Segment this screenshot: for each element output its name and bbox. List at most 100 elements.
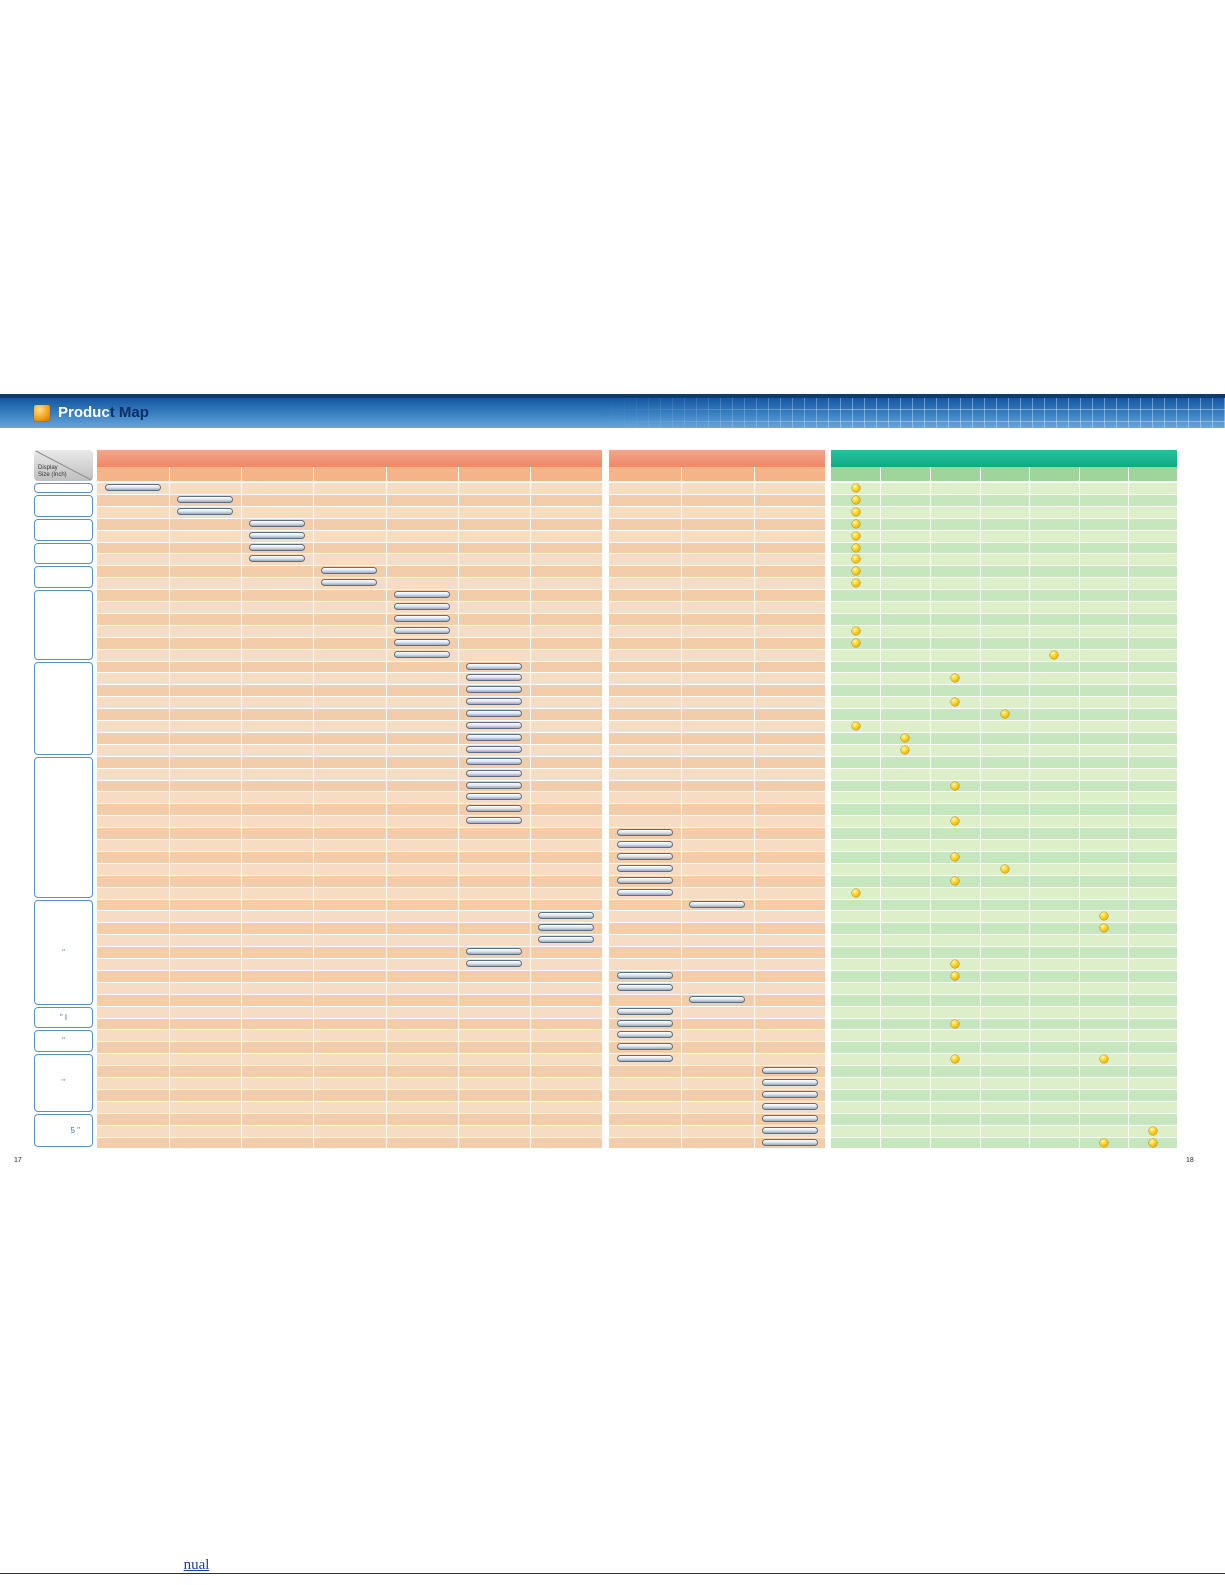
table-row bbox=[831, 649, 1177, 661]
row-divider bbox=[831, 1018, 1177, 1019]
row-divider bbox=[831, 684, 1177, 685]
model-pill[interactable] bbox=[617, 877, 673, 884]
model-pill[interactable] bbox=[466, 698, 522, 705]
row-divider bbox=[97, 851, 602, 852]
table-row bbox=[97, 637, 602, 649]
model-pill[interactable] bbox=[466, 710, 522, 717]
table-row bbox=[831, 720, 1177, 732]
model-pill[interactable] bbox=[466, 686, 522, 693]
table-row bbox=[831, 910, 1177, 922]
row-divider bbox=[97, 803, 602, 804]
model-pill[interactable] bbox=[762, 1091, 818, 1098]
model-pill[interactable] bbox=[689, 996, 745, 1003]
table-row bbox=[97, 1137, 602, 1148]
model-pill[interactable] bbox=[394, 651, 450, 658]
row-divider bbox=[831, 613, 1177, 614]
model-pill[interactable] bbox=[177, 508, 233, 515]
model-pill[interactable] bbox=[466, 734, 522, 741]
model-pill[interactable] bbox=[466, 722, 522, 729]
row-divider bbox=[831, 803, 1177, 804]
model-pill[interactable] bbox=[394, 639, 450, 646]
model-pill[interactable] bbox=[105, 484, 161, 491]
model-pill[interactable] bbox=[617, 1043, 673, 1050]
row-divider bbox=[831, 827, 1177, 828]
model-pill[interactable] bbox=[321, 579, 377, 586]
row-divider bbox=[97, 875, 602, 876]
row-divider bbox=[831, 637, 1177, 638]
model-pill[interactable] bbox=[466, 948, 522, 955]
model-pill[interactable] bbox=[466, 793, 522, 800]
model-pill[interactable] bbox=[617, 853, 673, 860]
model-pill[interactable] bbox=[466, 746, 522, 753]
row-divider bbox=[831, 661, 1177, 662]
model-pill[interactable] bbox=[394, 591, 450, 598]
corner-label-size: Size (Inch) bbox=[38, 472, 67, 478]
row-divider bbox=[609, 708, 825, 709]
model-pill[interactable] bbox=[538, 924, 594, 931]
row-divider bbox=[97, 946, 602, 947]
model-pill[interactable] bbox=[466, 758, 522, 765]
model-pill[interactable] bbox=[762, 1079, 818, 1086]
model-pill[interactable] bbox=[538, 936, 594, 943]
table-row bbox=[609, 708, 825, 720]
model-pill[interactable] bbox=[394, 627, 450, 634]
model-pill[interactable] bbox=[617, 1055, 673, 1062]
table-row bbox=[831, 625, 1177, 637]
table-row bbox=[97, 875, 602, 887]
model-pill[interactable] bbox=[394, 603, 450, 610]
row-divider bbox=[609, 910, 825, 911]
model-pill[interactable] bbox=[617, 865, 673, 872]
feature-dot bbox=[1149, 1127, 1157, 1135]
model-pill[interactable] bbox=[538, 912, 594, 919]
model-pill[interactable] bbox=[466, 817, 522, 824]
model-pill[interactable] bbox=[466, 663, 522, 670]
model-pill[interactable] bbox=[249, 520, 305, 527]
row-divider bbox=[609, 565, 825, 566]
feature-dot bbox=[852, 889, 860, 897]
model-pill[interactable] bbox=[617, 1020, 673, 1027]
table-row bbox=[831, 1077, 1177, 1089]
model-pill[interactable] bbox=[249, 544, 305, 551]
model-pill[interactable] bbox=[394, 615, 450, 622]
group-header-2 bbox=[609, 450, 825, 467]
model-pill[interactable] bbox=[617, 829, 673, 836]
table-row bbox=[609, 696, 825, 708]
model-pill[interactable] bbox=[762, 1103, 818, 1110]
table-row bbox=[97, 863, 602, 875]
row-divider bbox=[609, 649, 825, 650]
table-row bbox=[97, 672, 602, 684]
footer-link[interactable]: nual bbox=[183, 1557, 210, 1573]
model-pill[interactable] bbox=[466, 782, 522, 789]
model-pill[interactable] bbox=[617, 841, 673, 848]
table-row bbox=[97, 613, 602, 625]
model-pill[interactable] bbox=[762, 1067, 818, 1074]
row-divider bbox=[609, 1137, 825, 1138]
model-pill[interactable] bbox=[762, 1127, 818, 1134]
model-pill[interactable] bbox=[617, 1031, 673, 1038]
model-pill[interactable] bbox=[177, 496, 233, 503]
feature-dot bbox=[852, 567, 860, 575]
model-pill[interactable] bbox=[762, 1115, 818, 1122]
model-pill[interactable] bbox=[321, 567, 377, 574]
row-divider bbox=[831, 482, 1177, 483]
model-pill[interactable] bbox=[466, 960, 522, 967]
model-pill[interactable] bbox=[689, 901, 745, 908]
table-row bbox=[609, 672, 825, 684]
table-row bbox=[609, 553, 825, 565]
model-pill[interactable] bbox=[466, 770, 522, 777]
column-divider bbox=[1079, 467, 1080, 1148]
row-divider bbox=[97, 791, 602, 792]
table-row bbox=[609, 589, 825, 601]
model-pill[interactable] bbox=[617, 972, 673, 979]
model-pill[interactable] bbox=[249, 532, 305, 539]
table-row bbox=[609, 506, 825, 518]
model-pill[interactable] bbox=[466, 674, 522, 681]
model-pill[interactable] bbox=[249, 555, 305, 562]
model-pill[interactable] bbox=[617, 984, 673, 991]
model-pill[interactable] bbox=[466, 805, 522, 812]
row-divider bbox=[831, 887, 1177, 888]
model-pill[interactable] bbox=[617, 1008, 673, 1015]
table-row bbox=[609, 922, 825, 934]
model-pill[interactable] bbox=[762, 1139, 818, 1146]
model-pill[interactable] bbox=[617, 889, 673, 896]
